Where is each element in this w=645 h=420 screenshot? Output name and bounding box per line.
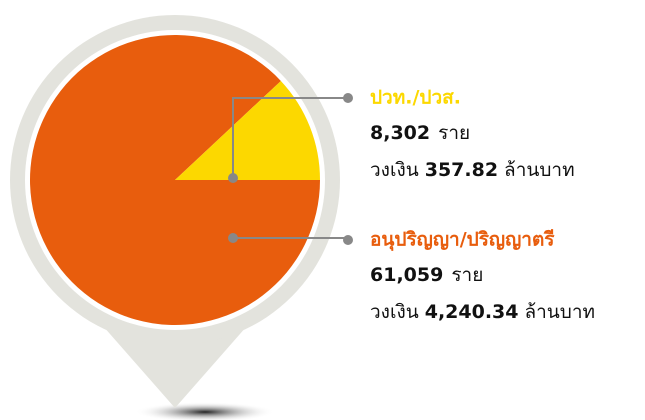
amount-value: 357.82 xyxy=(425,159,498,181)
count-value: 61,059 xyxy=(370,264,443,286)
leader-dot xyxy=(343,235,353,245)
leader-dot xyxy=(228,173,238,183)
leader-dot xyxy=(228,233,238,243)
amount-prefix: วงเงิน xyxy=(370,159,419,181)
pie xyxy=(30,34,321,326)
count-unit: ราย xyxy=(451,264,483,286)
leader-line xyxy=(232,97,348,178)
count-unit: ราย xyxy=(438,122,470,144)
category-label: อนุปริญญา/ปริญญาตรี xyxy=(370,229,555,252)
leader-dot xyxy=(343,93,353,103)
amount-unit: ล้านบาท xyxy=(504,159,575,181)
count-value: 8,302 xyxy=(370,122,430,144)
pie-slice xyxy=(175,80,320,180)
amount-line: วงเงิน 4,240.34 ล้านบาท xyxy=(370,301,595,323)
count-line: 8,302 ราย xyxy=(370,122,470,144)
amount-value: 4,240.34 xyxy=(425,301,519,323)
pin-shadow xyxy=(135,402,275,420)
amount-line: วงเงิน 357.82 ล้านบาท xyxy=(370,159,575,181)
amount-unit: ล้านบาท xyxy=(524,301,595,323)
amount-prefix: วงเงิน xyxy=(370,301,419,323)
count-line: 61,059 ราย xyxy=(370,264,483,286)
category-label: ปวท./ปวส. xyxy=(370,87,461,109)
